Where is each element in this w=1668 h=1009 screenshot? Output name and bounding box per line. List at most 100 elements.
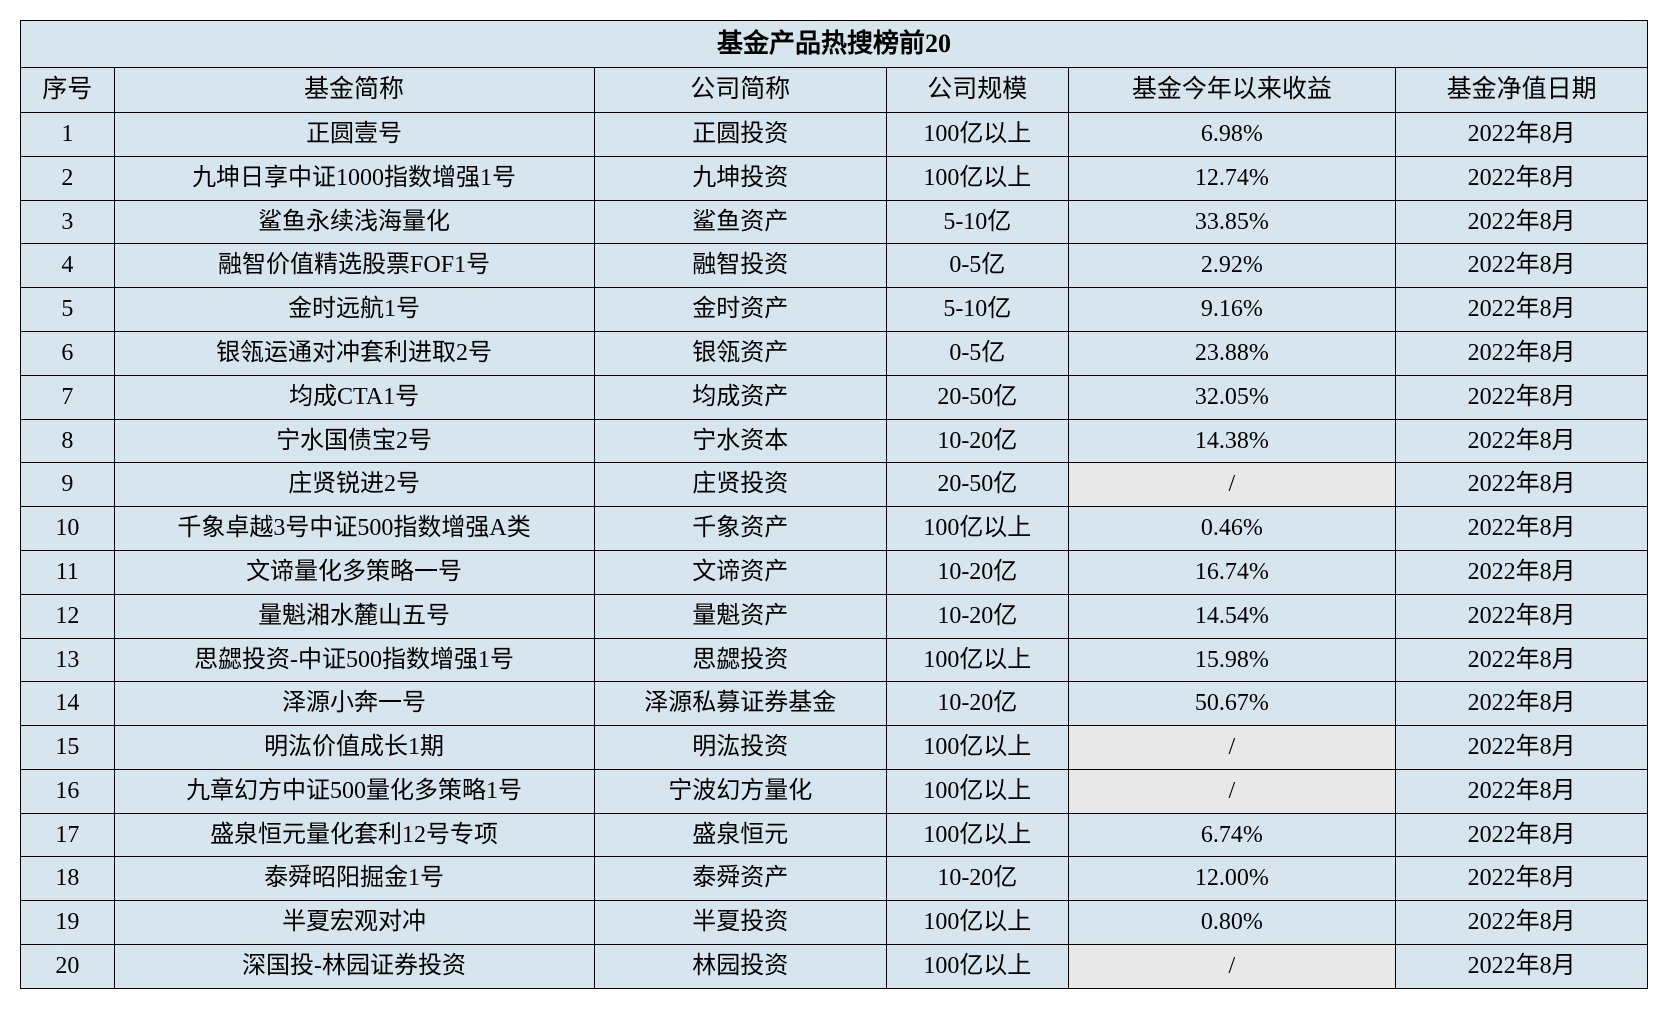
cell-company: 思勰投资 (594, 638, 887, 682)
cell-scale: 10-20亿 (887, 857, 1068, 901)
cell-fund: 泰舜昭阳掘金1号 (114, 857, 594, 901)
cell-seq: 17 (21, 813, 115, 857)
cell-fund: 半夏宏观对冲 (114, 901, 594, 945)
cell-scale: 20-50亿 (887, 375, 1068, 419)
cell-return: 0.46% (1068, 507, 1396, 551)
cell-return: 15.98% (1068, 638, 1396, 682)
cell-date: 2022年8月 (1396, 463, 1648, 507)
cell-return: / (1068, 945, 1396, 989)
cell-scale: 5-10亿 (887, 200, 1068, 244)
cell-company: 千象资产 (594, 507, 887, 551)
cell-fund: 金时远航1号 (114, 288, 594, 332)
table-row: 7均成CTA1号均成资产20-50亿32.05%2022年8月 (21, 375, 1648, 419)
table-row: 18泰舜昭阳掘金1号泰舜资产10-20亿12.00%2022年8月 (21, 857, 1648, 901)
table-row: 8宁水国债宝2号宁水资本10-20亿14.38%2022年8月 (21, 419, 1648, 463)
cell-company: 正圆投资 (594, 112, 887, 156)
cell-company: 盛泉恒元 (594, 813, 887, 857)
cell-scale: 100亿以上 (887, 769, 1068, 813)
cell-date: 2022年8月 (1396, 638, 1648, 682)
cell-return: 23.88% (1068, 331, 1396, 375)
cell-seq: 16 (21, 769, 115, 813)
table-row: 15明汯价值成长1期明汯投资100亿以上/2022年8月 (21, 726, 1648, 770)
cell-company: 宁波幻方量化 (594, 769, 887, 813)
cell-date: 2022年8月 (1396, 682, 1648, 726)
col-header-return: 基金今年以来收益 (1068, 67, 1396, 112)
cell-scale: 5-10亿 (887, 288, 1068, 332)
cell-date: 2022年8月 (1396, 507, 1648, 551)
table-row: 9庄贤锐进2号庄贤投资20-50亿/2022年8月 (21, 463, 1648, 507)
cell-scale: 100亿以上 (887, 813, 1068, 857)
cell-seq: 3 (21, 200, 115, 244)
col-header-scale: 公司规模 (887, 67, 1068, 112)
table-row: 16九章幻方中证500量化多策略1号宁波幻方量化100亿以上/2022年8月 (21, 769, 1648, 813)
cell-scale: 100亿以上 (887, 112, 1068, 156)
cell-scale: 100亿以上 (887, 638, 1068, 682)
cell-company: 融智投资 (594, 244, 887, 288)
cell-seq: 1 (21, 112, 115, 156)
table-row: 4融智价值精选股票FOF1号融智投资0-5亿2.92%2022年8月 (21, 244, 1648, 288)
cell-scale: 100亿以上 (887, 156, 1068, 200)
cell-seq: 5 (21, 288, 115, 332)
cell-seq: 10 (21, 507, 115, 551)
cell-company: 鲨鱼资产 (594, 200, 887, 244)
cell-seq: 20 (21, 945, 115, 989)
cell-date: 2022年8月 (1396, 901, 1648, 945)
table-row: 13思勰投资-中证500指数增强1号思勰投资100亿以上15.98%2022年8… (21, 638, 1648, 682)
cell-return: 2.92% (1068, 244, 1396, 288)
cell-date: 2022年8月 (1396, 156, 1648, 200)
cell-company: 银瓴资产 (594, 331, 887, 375)
table-header-row: 序号 基金简称 公司简称 公司规模 基金今年以来收益 基金净值日期 (21, 67, 1648, 112)
cell-return: / (1068, 463, 1396, 507)
cell-fund: 九坤日享中证1000指数增强1号 (114, 156, 594, 200)
cell-return: 6.74% (1068, 813, 1396, 857)
cell-return: 0.80% (1068, 901, 1396, 945)
table-row: 2九坤日享中证1000指数增强1号九坤投资100亿以上12.74%2022年8月 (21, 156, 1648, 200)
table-title: 基金产品热搜榜前20 (21, 21, 1648, 68)
cell-seq: 14 (21, 682, 115, 726)
cell-date: 2022年8月 (1396, 244, 1648, 288)
cell-company: 明汯投资 (594, 726, 887, 770)
cell-scale: 10-20亿 (887, 419, 1068, 463)
cell-fund: 量魁湘水麓山五号 (114, 594, 594, 638)
cell-company: 文谛资产 (594, 550, 887, 594)
cell-scale: 10-20亿 (887, 682, 1068, 726)
cell-seq: 12 (21, 594, 115, 638)
cell-scale: 0-5亿 (887, 331, 1068, 375)
cell-fund: 正圆壹号 (114, 112, 594, 156)
table-title-row: 基金产品热搜榜前20 (21, 21, 1648, 68)
cell-scale: 100亿以上 (887, 507, 1068, 551)
cell-date: 2022年8月 (1396, 594, 1648, 638)
table-row: 19半夏宏观对冲半夏投资100亿以上0.80%2022年8月 (21, 901, 1648, 945)
cell-return: 33.85% (1068, 200, 1396, 244)
cell-fund: 思勰投资-中证500指数增强1号 (114, 638, 594, 682)
table-row: 3鲨鱼永续浅海量化鲨鱼资产5-10亿33.85%2022年8月 (21, 200, 1648, 244)
cell-seq: 18 (21, 857, 115, 901)
cell-company: 林园投资 (594, 945, 887, 989)
table-row: 20深国投-林园证券投资林园投资100亿以上/2022年8月 (21, 945, 1648, 989)
cell-date: 2022年8月 (1396, 288, 1648, 332)
fund-ranking-table: 基金产品热搜榜前20 序号 基金简称 公司简称 公司规模 基金今年以来收益 基金… (20, 20, 1648, 989)
col-header-date: 基金净值日期 (1396, 67, 1648, 112)
cell-date: 2022年8月 (1396, 331, 1648, 375)
cell-company: 泽源私募证券基金 (594, 682, 887, 726)
cell-fund: 明汯价值成长1期 (114, 726, 594, 770)
cell-scale: 10-20亿 (887, 550, 1068, 594)
cell-return: 9.16% (1068, 288, 1396, 332)
fund-ranking-table-container: 基金产品热搜榜前20 序号 基金简称 公司简称 公司规模 基金今年以来收益 基金… (20, 20, 1648, 989)
cell-fund: 文谛量化多策略一号 (114, 550, 594, 594)
cell-date: 2022年8月 (1396, 813, 1648, 857)
cell-return: 14.38% (1068, 419, 1396, 463)
cell-scale: 0-5亿 (887, 244, 1068, 288)
cell-seq: 11 (21, 550, 115, 594)
table-row: 10千象卓越3号中证500指数增强A类千象资产100亿以上0.46%2022年8… (21, 507, 1648, 551)
cell-date: 2022年8月 (1396, 112, 1648, 156)
cell-scale: 100亿以上 (887, 726, 1068, 770)
cell-seq: 6 (21, 331, 115, 375)
cell-seq: 7 (21, 375, 115, 419)
table-row: 12量魁湘水麓山五号量魁资产10-20亿14.54%2022年8月 (21, 594, 1648, 638)
cell-fund: 均成CTA1号 (114, 375, 594, 419)
cell-seq: 2 (21, 156, 115, 200)
cell-fund: 银瓴运通对冲套利进取2号 (114, 331, 594, 375)
cell-fund: 泽源小奔一号 (114, 682, 594, 726)
cell-scale: 100亿以上 (887, 945, 1068, 989)
